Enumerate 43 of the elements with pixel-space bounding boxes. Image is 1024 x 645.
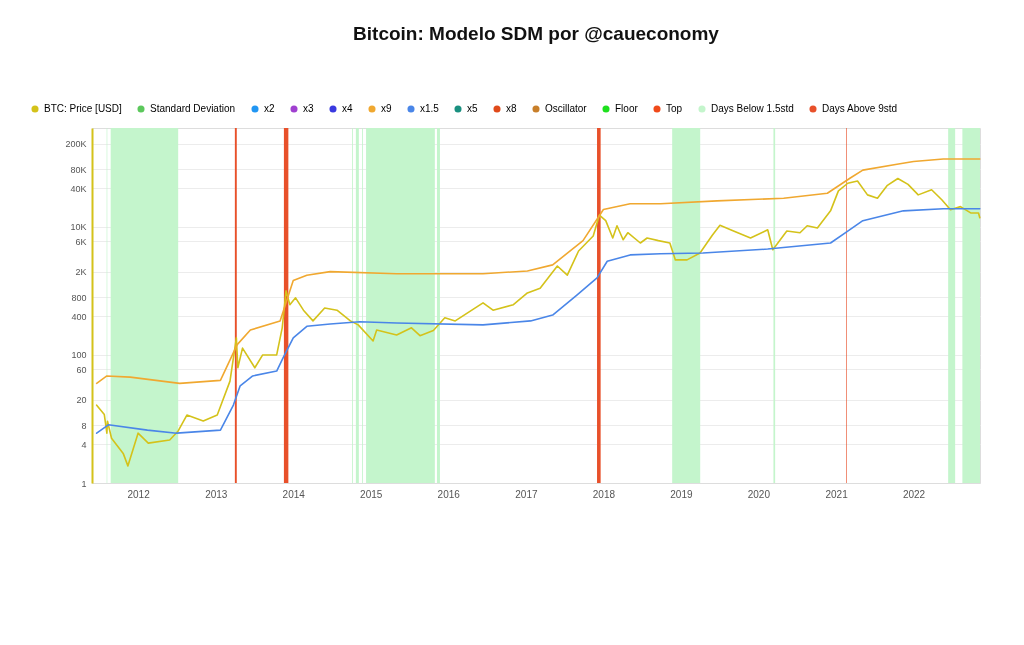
legend-label: x3: [303, 103, 314, 114]
y-tick-label: 40K: [70, 183, 87, 194]
y-tick-label: 10K: [70, 222, 87, 233]
x-tick-label: 2018: [592, 488, 616, 500]
legend-label: x2: [264, 103, 275, 114]
x-tick-label: 2020: [747, 488, 771, 500]
y-tick-label: 1: [81, 478, 87, 489]
x-tick-label: 2022: [902, 488, 926, 500]
legend-label: x9: [381, 103, 392, 114]
legend-label: Standard Deviation: [150, 103, 236, 114]
x-tick-label: 2013: [205, 488, 228, 500]
y-tick-label: 80K: [70, 164, 87, 175]
x-tick-label: 2012: [127, 488, 151, 500]
legend-label: Days Above 9std: [822, 103, 898, 114]
y-tick-label: 8: [81, 420, 87, 431]
x-tick-label: 2017: [515, 488, 538, 500]
line-series: [95, 207, 981, 434]
legend-label: x8: [506, 103, 517, 114]
x-tick-label: 2019: [670, 488, 693, 500]
y-tick-label: 60: [76, 364, 87, 375]
y-tick-label: 4: [81, 439, 87, 450]
legend-label: x4: [342, 103, 353, 114]
y-tick-label: 6K: [75, 236, 87, 247]
legend-label: x5: [467, 103, 478, 114]
legend-label: BTC: Price [USD]: [44, 103, 123, 114]
legend-label: Floor: [615, 103, 639, 114]
legend-label: Oscillator: [545, 103, 588, 114]
y-tick-label: 400: [71, 311, 87, 322]
legend-label: Top: [666, 103, 683, 114]
chart-title: Bitcoin: Modelo SDM por @caueconomy: [353, 23, 720, 44]
y-tick-label: 100: [71, 350, 87, 361]
x-tick-label: 2015: [360, 488, 383, 500]
legend-label: x1.5: [420, 103, 440, 114]
legend-label: Days Below 1.5std: [711, 103, 794, 114]
y-tick-label: 200K: [65, 139, 87, 150]
y-tick-label: 20: [76, 395, 87, 406]
y-tick-label: 2K: [75, 267, 87, 278]
line-series: [95, 177, 981, 467]
x-tick-label: 2016: [437, 488, 461, 500]
y-tick-label: 800: [71, 292, 87, 303]
x-tick-label: 2021: [825, 488, 849, 500]
x-tick-label: 2014: [282, 488, 306, 500]
line-series: [95, 158, 981, 385]
